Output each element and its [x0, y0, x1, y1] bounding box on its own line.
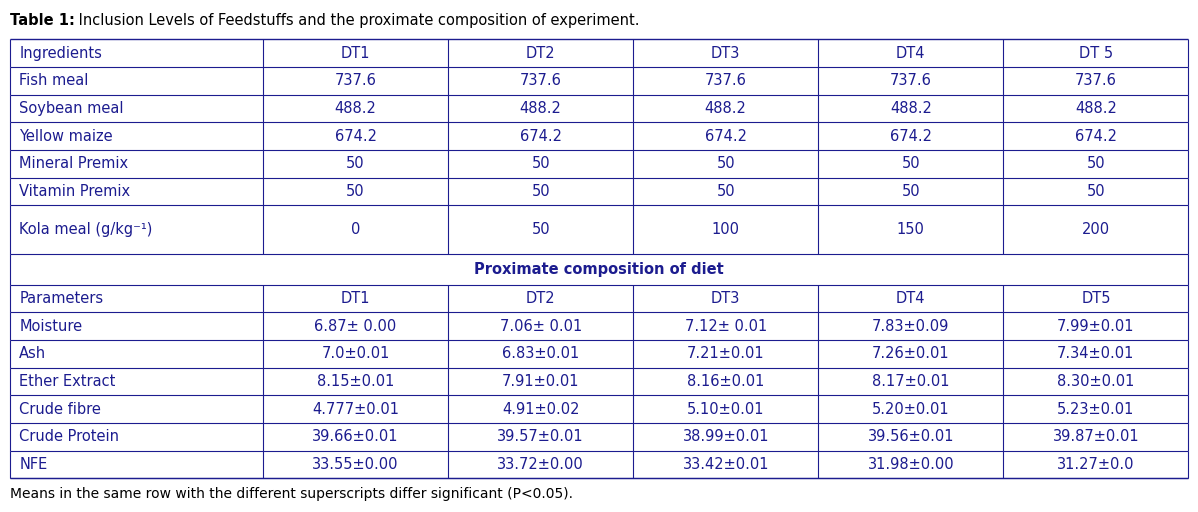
Text: DT3: DT3 — [712, 46, 740, 61]
Text: NFE: NFE — [19, 457, 48, 472]
Text: Vitamin Premix: Vitamin Premix — [19, 184, 131, 199]
Text: 8.16±0.01: 8.16±0.01 — [686, 374, 764, 389]
Text: DT2: DT2 — [526, 291, 556, 306]
Text: 50: 50 — [532, 156, 550, 172]
Text: 100: 100 — [712, 222, 739, 237]
Text: 4.91±0.02: 4.91±0.02 — [502, 401, 580, 417]
Text: 674.2: 674.2 — [890, 129, 932, 144]
Text: 7.99±0.01: 7.99±0.01 — [1057, 318, 1135, 334]
Text: 31.98±0.00: 31.98±0.00 — [867, 457, 954, 472]
Text: 737.6: 737.6 — [520, 73, 562, 89]
Text: 674.2: 674.2 — [1075, 129, 1117, 144]
Text: 488.2: 488.2 — [890, 101, 932, 116]
Text: 50: 50 — [532, 222, 550, 237]
Text: 33.42±0.01: 33.42±0.01 — [683, 457, 769, 472]
Text: 488.2: 488.2 — [1075, 101, 1117, 116]
Text: Ash: Ash — [19, 346, 47, 361]
Text: 674.2: 674.2 — [520, 129, 562, 144]
Text: Parameters: Parameters — [19, 291, 103, 306]
Text: 0: 0 — [351, 222, 361, 237]
Text: 39.56±0.01: 39.56±0.01 — [867, 429, 954, 444]
Text: 4.777±0.01: 4.777±0.01 — [311, 401, 399, 417]
Text: 50: 50 — [716, 156, 736, 172]
Text: 39.87±0.01: 39.87±0.01 — [1053, 429, 1139, 444]
Text: 31.27±0.0: 31.27±0.0 — [1057, 457, 1135, 472]
Text: Fish meal: Fish meal — [19, 73, 89, 89]
Text: 200: 200 — [1082, 222, 1109, 237]
Text: 8.15±0.01: 8.15±0.01 — [317, 374, 394, 389]
Text: DT 5: DT 5 — [1079, 46, 1113, 61]
Text: 50: 50 — [716, 184, 736, 199]
Text: 6.87± 0.00: 6.87± 0.00 — [314, 318, 397, 334]
Text: 5.20±0.01: 5.20±0.01 — [872, 401, 950, 417]
Text: 7.91±0.01: 7.91±0.01 — [502, 374, 580, 389]
Text: 150: 150 — [897, 222, 925, 237]
Text: 33.72±0.00: 33.72±0.00 — [497, 457, 583, 472]
Text: Crude fibre: Crude fibre — [19, 401, 101, 417]
Text: 7.26±0.01: 7.26±0.01 — [872, 346, 950, 361]
Text: DT3: DT3 — [712, 291, 740, 306]
Text: Crude Protein: Crude Protein — [19, 429, 119, 444]
Text: 38.99±0.01: 38.99±0.01 — [683, 429, 769, 444]
Text: Ether Extract: Ether Extract — [19, 374, 115, 389]
Text: 488.2: 488.2 — [334, 101, 376, 116]
Text: 50: 50 — [901, 156, 920, 172]
Text: Ingredients: Ingredients — [19, 46, 102, 61]
Text: DT1: DT1 — [340, 291, 370, 306]
Text: 737.6: 737.6 — [334, 73, 376, 89]
Text: 39.57±0.01: 39.57±0.01 — [497, 429, 583, 444]
Text: 50: 50 — [1087, 184, 1106, 199]
Text: DT4: DT4 — [896, 46, 926, 61]
Text: Kola meal (g/kg⁻¹): Kola meal (g/kg⁻¹) — [19, 222, 152, 237]
Text: 7.06± 0.01: 7.06± 0.01 — [500, 318, 582, 334]
Text: Inclusion Levels of Feedstuffs and the proximate composition of experiment.: Inclusion Levels of Feedstuffs and the p… — [74, 13, 640, 28]
Text: 33.55±0.00: 33.55±0.00 — [313, 457, 399, 472]
Text: 50: 50 — [901, 184, 920, 199]
Text: Moisture: Moisture — [19, 318, 83, 334]
Text: DT5: DT5 — [1081, 291, 1111, 306]
Text: Proximate composition of diet: Proximate composition of diet — [474, 262, 724, 277]
Text: Mineral Premix: Mineral Premix — [19, 156, 128, 172]
Text: 488.2: 488.2 — [520, 101, 562, 116]
Text: 6.83±0.01: 6.83±0.01 — [502, 346, 580, 361]
Text: 8.17±0.01: 8.17±0.01 — [872, 374, 950, 389]
Text: 39.66±0.01: 39.66±0.01 — [313, 429, 399, 444]
Text: 8.30±0.01: 8.30±0.01 — [1057, 374, 1135, 389]
Text: Soybean meal: Soybean meal — [19, 101, 123, 116]
Text: 737.6: 737.6 — [704, 73, 746, 89]
Text: 7.0±0.01: 7.0±0.01 — [321, 346, 389, 361]
Text: 50: 50 — [346, 184, 365, 199]
Text: DT1: DT1 — [340, 46, 370, 61]
Text: 7.83±0.09: 7.83±0.09 — [872, 318, 950, 334]
Text: 488.2: 488.2 — [704, 101, 746, 116]
Text: 50: 50 — [1087, 156, 1106, 172]
Text: 7.21±0.01: 7.21±0.01 — [686, 346, 764, 361]
Text: Means in the same row with the different superscripts differ significant (P<0.05: Means in the same row with the different… — [10, 487, 573, 501]
Text: DT2: DT2 — [526, 46, 556, 61]
Text: 5.10±0.01: 5.10±0.01 — [686, 401, 764, 417]
Text: DT4: DT4 — [896, 291, 926, 306]
Text: 674.2: 674.2 — [704, 129, 746, 144]
Text: Table 1:: Table 1: — [10, 13, 74, 28]
Text: 50: 50 — [532, 184, 550, 199]
Text: 737.6: 737.6 — [890, 73, 932, 89]
Text: 5.23±0.01: 5.23±0.01 — [1057, 401, 1135, 417]
Text: 7.34±0.01: 7.34±0.01 — [1057, 346, 1135, 361]
Text: Yellow maize: Yellow maize — [19, 129, 113, 144]
Text: 674.2: 674.2 — [334, 129, 376, 144]
Text: 7.12± 0.01: 7.12± 0.01 — [684, 318, 767, 334]
Text: 737.6: 737.6 — [1075, 73, 1117, 89]
Text: 50: 50 — [346, 156, 365, 172]
